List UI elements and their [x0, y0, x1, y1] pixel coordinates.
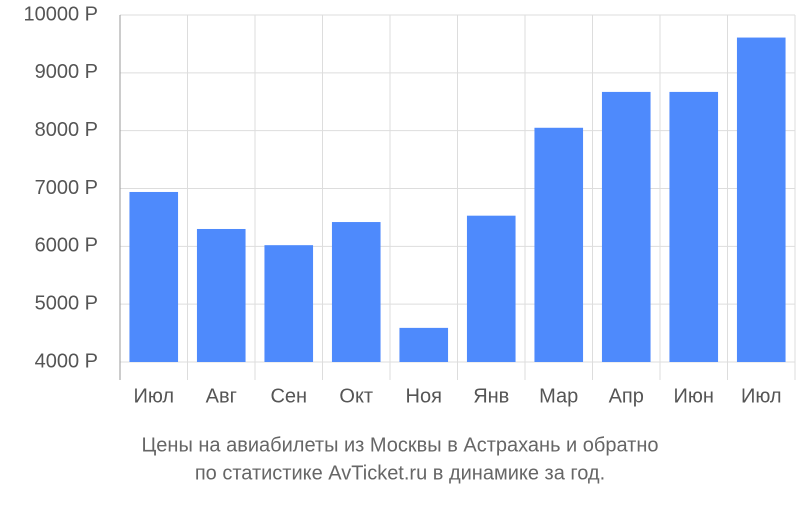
x-tick-label: Сен [270, 385, 307, 407]
x-tick-label: Апр [609, 385, 644, 407]
bar [466, 215, 516, 362]
bar [129, 191, 179, 362]
bar [534, 127, 584, 363]
x-tick-label: Авг [206, 385, 237, 407]
x-tick-label: Мар [539, 385, 578, 407]
x-tick-label: Окт [339, 385, 373, 407]
bar [264, 245, 314, 362]
bar [331, 222, 381, 362]
caption-line: Цены на авиабилеты из Москвы в Астрахань… [141, 434, 658, 456]
x-tick-label: Июн [674, 385, 714, 407]
x-tick-label: Июл [741, 385, 782, 407]
bar [196, 228, 246, 362]
y-tick-label: 4000 Р [35, 350, 98, 372]
y-tick-label: 7000 Р [35, 177, 98, 199]
bar [736, 37, 786, 363]
y-tick-label: 10000 Р [23, 3, 98, 25]
x-tick-label: Ноя [406, 385, 442, 407]
x-tick-label: Янв [473, 385, 509, 407]
x-tick-label: Июл [133, 385, 174, 407]
caption-line: по статистике AvTicket.ru в динамике за … [195, 462, 605, 484]
y-tick-label: 5000 Р [35, 292, 98, 314]
bar [399, 327, 449, 362]
y-tick-label: 8000 Р [35, 119, 98, 141]
bar [669, 91, 719, 362]
bar [601, 91, 651, 362]
y-tick-label: 9000 Р [35, 61, 98, 83]
y-tick-label: 6000 Р [35, 235, 98, 257]
